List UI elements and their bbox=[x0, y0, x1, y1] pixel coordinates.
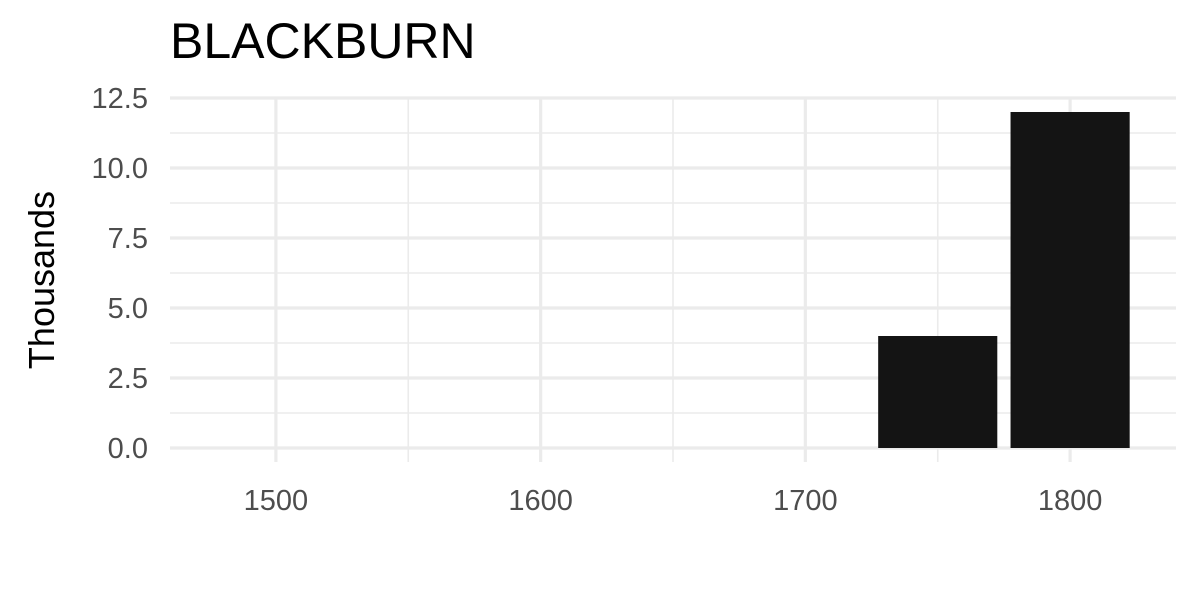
chart-title: BLACKBURN bbox=[170, 13, 476, 69]
bars bbox=[878, 112, 1130, 448]
y-tick-label: 10.0 bbox=[92, 153, 148, 185]
y-tick-label: 7.5 bbox=[108, 223, 148, 255]
grid bbox=[170, 96, 1176, 462]
x-tick-label: 1600 bbox=[508, 485, 573, 517]
y-tick-label: 0.0 bbox=[108, 433, 148, 465]
x-tick-label: 1700 bbox=[773, 485, 838, 517]
x-tick-label: 1800 bbox=[1038, 485, 1103, 517]
x-axis-ticks: 1500 1600 1700 1800 bbox=[244, 485, 1103, 517]
y-axis-ticks: 0.0 2.5 5.0 7.5 10.0 12.5 bbox=[92, 83, 148, 465]
y-tick-label: 12.5 bbox=[92, 83, 148, 115]
y-tick-label: 5.0 bbox=[108, 293, 148, 325]
bar bbox=[1010, 112, 1130, 448]
y-tick-label: 2.5 bbox=[108, 363, 148, 395]
bar bbox=[878, 336, 998, 448]
y-axis-title: Thousands bbox=[21, 191, 62, 369]
x-tick-label: 1500 bbox=[244, 485, 309, 517]
